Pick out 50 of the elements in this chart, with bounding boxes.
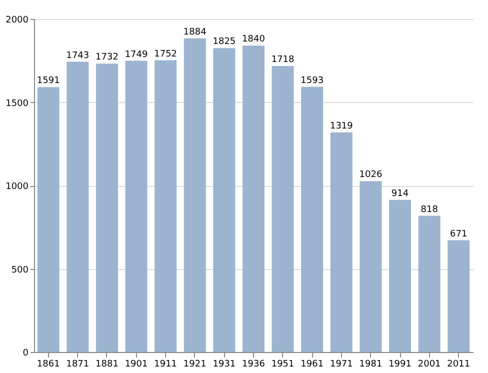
bar [301,86,324,352]
bar [37,87,60,352]
bar [272,66,294,352]
x-tick-label: 1981 [359,360,382,370]
data-label: 1749 [124,50,148,60]
x-tick-label: 1881 [96,360,118,370]
x-tick-label: 1911 [154,360,178,370]
y-tick-label: 1500 [6,98,29,109]
bar [125,60,148,352]
y-tick-label: 0 [22,348,29,358]
data-label: 1743 [66,50,90,61]
x-tick-label: 1901 [124,360,148,370]
data-label: 1732 [96,52,118,63]
y-tick-label: 2000 [6,16,29,26]
x-tick-label: 2001 [418,360,441,370]
x-tick-label: 1961 [300,360,324,370]
data-label: 1825 [212,37,236,48]
bar [96,64,118,352]
bar [330,132,352,352]
x-tick-label: 1861 [36,360,60,370]
bar [184,38,206,352]
bar [360,181,382,352]
data-label: 818 [420,204,438,215]
data-label: 1593 [300,76,324,86]
bar [448,240,470,352]
data-label: 1840 [242,34,266,45]
data-label: 1319 [330,121,354,132]
bar [389,200,412,352]
bar [242,46,264,352]
x-tick-label: 1971 [330,360,353,370]
data-label: 1718 [271,54,295,65]
x-tick-label: 1936 [242,360,266,370]
data-label: 1752 [154,49,178,60]
x-tick-label: 1871 [66,360,90,370]
data-label: 1026 [359,170,382,180]
data-label: 1884 [183,27,207,38]
bar [154,60,177,352]
bar [66,62,89,352]
data-label: 1591 [36,76,60,86]
bar [418,216,440,352]
y-tick-label: 1000 [6,182,29,192]
x-tick-label: 2011 [447,360,470,370]
x-tick-label: 1991 [388,360,412,370]
bar [213,48,236,352]
y-tick-label: 500 [11,265,29,276]
x-tick-label: 1921 [183,360,206,370]
x-tick-label: 1931 [212,360,236,370]
data-label: 671 [450,229,468,240]
data-label: 914 [391,188,409,199]
x-tick-label: 1951 [271,360,294,370]
